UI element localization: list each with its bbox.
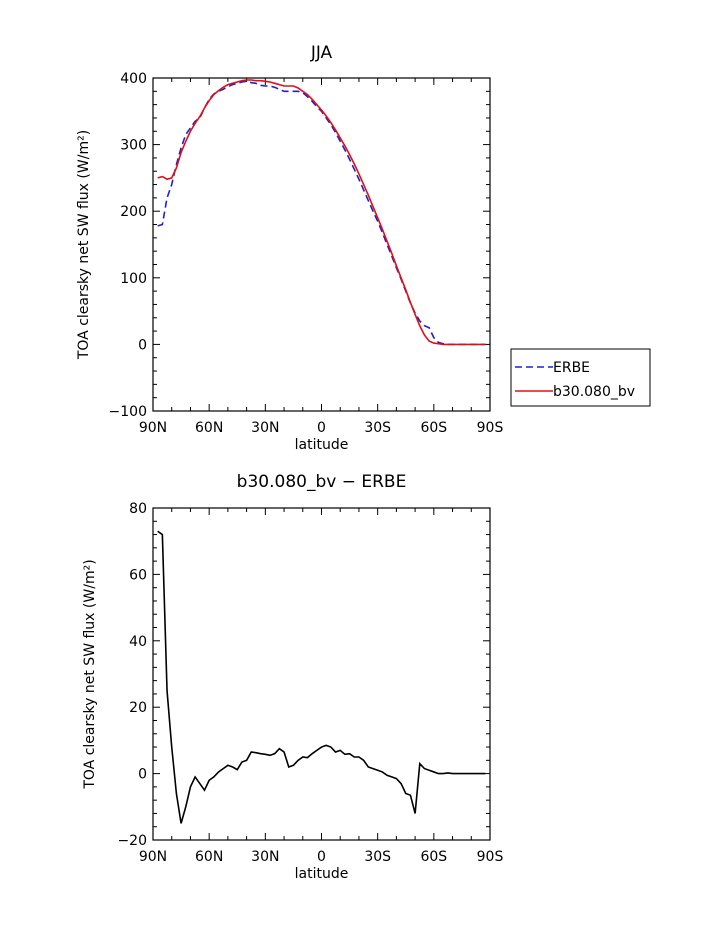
y-tick-label: 0 xyxy=(138,767,147,783)
plot-frame xyxy=(152,77,491,412)
x-tick-label: 90N xyxy=(139,420,167,436)
x-tick-label: 30S xyxy=(364,849,391,865)
y-tick-label: 0 xyxy=(138,337,147,353)
series-line-erbe xyxy=(157,80,486,346)
y-axis-label: TOA clearsky net SW flux (W/m²) xyxy=(82,559,98,789)
x-tick-label: 30S xyxy=(364,420,391,436)
x-tick-label: 0 xyxy=(317,420,326,436)
x-axis-label: latitude xyxy=(295,437,349,453)
legend-label: b30.080_bv xyxy=(553,384,635,400)
legend-box xyxy=(510,348,651,407)
x-tick-label: 0 xyxy=(317,849,326,865)
y-axis-label: TOA clearsky net SW flux (W/m²) xyxy=(76,130,92,360)
x-tick-label: 90S xyxy=(477,420,504,436)
bottom-panel-difference: b30.080_bv − ERBE 90N 60N 30N 0 30S 60S 90S −20 0… xyxy=(82,472,503,882)
y-tick-label: 100 xyxy=(120,271,147,287)
x-tick-label: 30N xyxy=(251,420,279,436)
x-tick-label: 90N xyxy=(139,849,167,865)
x-tick-label: 60N xyxy=(195,849,223,865)
x-tick-label: 90S xyxy=(477,849,504,865)
legend-label: ERBE xyxy=(553,360,590,376)
chart-title: JJA xyxy=(310,43,333,63)
y-tick-label: −20 xyxy=(117,833,147,849)
y-tick-label: 300 xyxy=(120,138,147,154)
y-tick-label: −100 xyxy=(109,404,147,420)
y-tick-label: 80 xyxy=(129,501,147,517)
x-tick-label: 30N xyxy=(251,849,279,865)
x-tick-label: 60N xyxy=(195,420,223,436)
y-tick-label: 400 xyxy=(120,71,147,87)
y-tick-label: 40 xyxy=(129,634,147,650)
legend: ERBE b30.080_bv xyxy=(510,348,651,407)
y-tick-label: 20 xyxy=(129,700,147,716)
top-panel-jja: JJA 90N 60N 30N 0 30S 60S 90S −100 0 100 200 300 400 l… xyxy=(76,43,503,453)
series-line-b30-080-bv xyxy=(157,79,486,346)
y-tick-label: 200 xyxy=(120,204,147,220)
x-tick-label: 60S xyxy=(420,849,447,865)
y-tick-label: 60 xyxy=(129,567,147,583)
chart-title: b30.080_bv − ERBE xyxy=(237,472,407,492)
x-axis-label: latitude xyxy=(295,866,349,882)
x-tick-label: 60S xyxy=(420,420,447,436)
series-line-difference xyxy=(157,530,486,824)
